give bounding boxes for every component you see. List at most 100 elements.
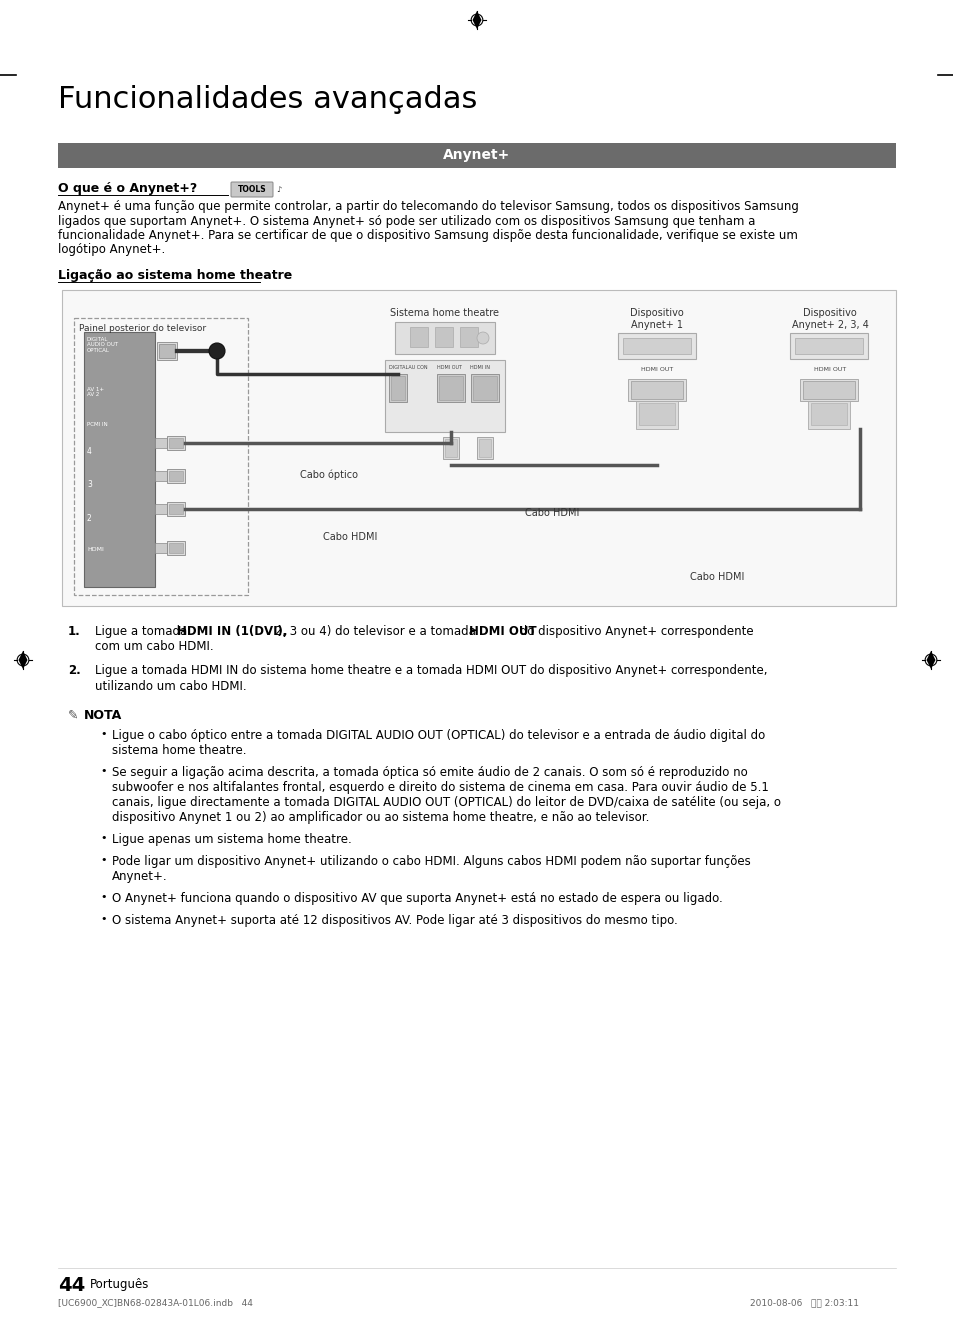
Bar xyxy=(800,379,857,402)
Bar xyxy=(169,472,183,481)
Bar xyxy=(154,505,167,514)
Text: Ligue a tomada: Ligue a tomada xyxy=(95,625,191,638)
Bar xyxy=(630,380,682,399)
Polygon shape xyxy=(472,11,481,29)
Text: Cabo HDMI: Cabo HDMI xyxy=(689,572,743,583)
Text: Cabo HDMI: Cabo HDMI xyxy=(524,509,578,518)
Text: Dispositivo: Dispositivo xyxy=(802,308,856,318)
Text: Pode ligar um dispositivo Anynet+ utilizando o cabo HDMI. Alguns cabos HDMI pode: Pode ligar um dispositivo Anynet+ utiliz… xyxy=(112,855,750,868)
Text: ligados que suportam Anynet+. O sistema Anynet+ só pode ser utilizado com os dis: ligados que suportam Anynet+. O sistema … xyxy=(58,214,755,227)
Bar xyxy=(622,338,690,354)
Bar xyxy=(810,403,846,425)
Bar xyxy=(807,402,849,429)
Text: DIGITAL
AUDIO OUT
OPTICAL: DIGITAL AUDIO OUT OPTICAL xyxy=(87,337,118,353)
Text: 2.: 2. xyxy=(68,664,81,676)
Bar xyxy=(618,333,696,359)
Text: Cabo HDMI: Cabo HDMI xyxy=(322,532,376,542)
Text: O sistema Anynet+ suporta até 12 dispositivos AV. Pode ligar até 3 dispositivos : O sistema Anynet+ suporta até 12 disposi… xyxy=(112,914,677,927)
Bar xyxy=(478,439,491,457)
Text: HDMI IN (1(DVI),: HDMI IN (1(DVI), xyxy=(177,625,287,638)
Text: HDMI OUT: HDMI OUT xyxy=(640,367,673,373)
Text: Ligue o cabo óptico entre a tomada DIGITAL AUDIO OUT (OPTICAL) do televisor e a : Ligue o cabo óptico entre a tomada DIGIT… xyxy=(112,729,764,742)
Text: •: • xyxy=(100,855,107,865)
Bar xyxy=(169,505,183,514)
Bar xyxy=(84,332,154,587)
Bar xyxy=(636,402,678,429)
Text: Anynet+ 1: Anynet+ 1 xyxy=(630,320,682,330)
Text: Cabo óptico: Cabo óptico xyxy=(299,470,357,481)
Text: DIGITALAU CON: DIGITALAU CON xyxy=(389,365,427,370)
Text: •: • xyxy=(100,892,107,902)
Bar xyxy=(476,437,493,458)
Bar xyxy=(473,376,497,400)
Text: funcionalidade Anynet+. Para se certificar de que o dispositivo Samsung dispõe d: funcionalidade Anynet+. Para se certific… xyxy=(58,229,797,242)
Text: ♪: ♪ xyxy=(275,185,281,194)
Bar xyxy=(435,328,453,347)
Bar xyxy=(167,542,185,555)
Text: Ligue apenas um sistema home theatre.: Ligue apenas um sistema home theatre. xyxy=(112,834,352,845)
Text: Anynet+ 2, 3, 4: Anynet+ 2, 3, 4 xyxy=(791,320,867,330)
Bar xyxy=(154,472,167,481)
Bar xyxy=(471,374,498,402)
Text: [UC6900_XC]BN68-02843A-01L06.indb   44: [UC6900_XC]BN68-02843A-01L06.indb 44 xyxy=(58,1299,253,1306)
Text: HDMI OUT: HDMI OUT xyxy=(436,365,461,370)
Bar xyxy=(438,376,462,400)
Text: dispositivo Anynet 1 ou 2) ao amplificador ou ao sistema home theatre, e não ao : dispositivo Anynet 1 ou 2) ao amplificad… xyxy=(112,811,649,824)
Text: com um cabo HDMI.: com um cabo HDMI. xyxy=(95,641,213,654)
Text: 2: 2 xyxy=(87,514,91,523)
Text: Ligação ao sistema home theatre: Ligação ao sistema home theatre xyxy=(58,269,292,281)
FancyBboxPatch shape xyxy=(231,182,273,197)
Bar xyxy=(169,439,183,448)
Bar xyxy=(167,436,185,450)
Text: TOOLS: TOOLS xyxy=(237,185,266,194)
Text: •: • xyxy=(100,729,107,738)
Bar xyxy=(169,543,183,553)
Text: canais, ligue directamente a tomada DIGITAL AUDIO OUT (OPTICAL) do leitor de DVD: canais, ligue directamente a tomada DIGI… xyxy=(112,797,781,808)
Text: 44: 44 xyxy=(58,1276,85,1295)
Text: 3: 3 xyxy=(87,480,91,489)
Text: 2, 3 ou 4) do televisor e a tomada: 2, 3 ou 4) do televisor e a tomada xyxy=(271,625,479,638)
Circle shape xyxy=(209,343,225,359)
Text: sistema home theatre.: sistema home theatre. xyxy=(112,744,246,757)
Text: PCMI IN: PCMI IN xyxy=(87,421,108,427)
Bar xyxy=(154,439,167,448)
Text: subwoofer e nos altifalantes frontal, esquerdo e direito do sistema de cinema em: subwoofer e nos altifalantes frontal, es… xyxy=(112,781,768,794)
Text: Funcionalidades avançadas: Funcionalidades avançadas xyxy=(58,85,476,114)
Text: NOTA: NOTA xyxy=(84,709,122,723)
Text: Anynet+: Anynet+ xyxy=(443,148,510,162)
Text: 1.: 1. xyxy=(68,625,81,638)
Text: ✎: ✎ xyxy=(68,709,78,723)
Text: Se seguir a ligação acima descrita, a tomada óptica só emite áudio de 2 canais. : Se seguir a ligação acima descrita, a to… xyxy=(112,766,747,779)
Text: •: • xyxy=(100,834,107,843)
Bar xyxy=(627,379,685,402)
Bar xyxy=(410,328,428,347)
Bar xyxy=(58,143,895,168)
Bar xyxy=(159,343,174,358)
Text: Dispositivo: Dispositivo xyxy=(630,308,683,318)
Text: Ligue a tomada HDMI IN do sistema home theatre e a tomada HDMI OUT do dispositiv: Ligue a tomada HDMI IN do sistema home t… xyxy=(95,664,767,676)
Bar xyxy=(794,338,862,354)
Bar xyxy=(391,376,405,400)
Text: O que é o Anynet+?: O que é o Anynet+? xyxy=(58,182,197,196)
Text: do dispositivo Anynet+ correspondente: do dispositivo Anynet+ correspondente xyxy=(516,625,753,638)
Bar xyxy=(389,374,407,402)
Text: Anynet+.: Anynet+. xyxy=(112,871,168,882)
Text: 4: 4 xyxy=(87,446,91,456)
Text: logótipo Anynet+.: logótipo Anynet+. xyxy=(58,243,165,256)
Bar xyxy=(444,439,456,457)
Polygon shape xyxy=(925,651,935,668)
Bar xyxy=(167,469,185,483)
Text: Português: Português xyxy=(90,1277,150,1291)
Text: Painel posterior do televisor: Painel posterior do televisor xyxy=(79,324,206,333)
Text: •: • xyxy=(100,766,107,775)
Text: HDMI OUT: HDMI OUT xyxy=(469,625,536,638)
Bar xyxy=(459,328,477,347)
Circle shape xyxy=(476,332,489,343)
Text: HDMI: HDMI xyxy=(87,547,104,552)
Bar xyxy=(167,502,185,517)
Bar xyxy=(385,361,504,432)
Text: Anynet+ é uma função que permite controlar, a partir do telecomando do televisor: Anynet+ é uma função que permite control… xyxy=(58,199,798,213)
Bar xyxy=(74,318,248,594)
Text: utilizando um cabo HDMI.: utilizando um cabo HDMI. xyxy=(95,679,247,692)
Bar xyxy=(157,342,177,361)
